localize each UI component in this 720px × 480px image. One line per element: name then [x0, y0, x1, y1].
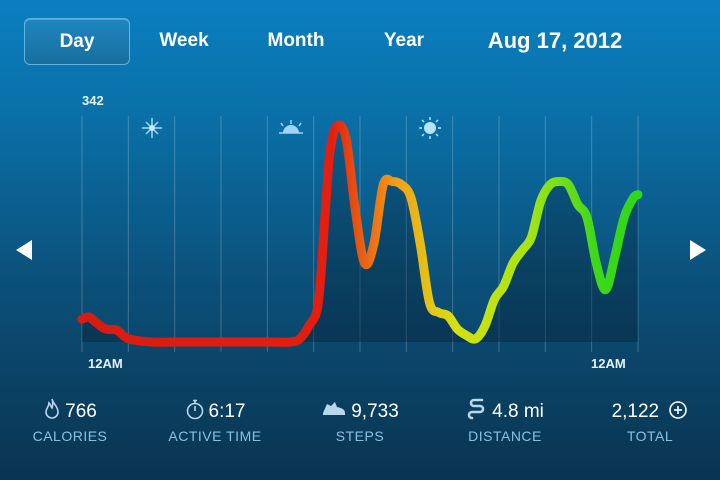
flame-icon: [45, 398, 59, 419]
sunrise-icon: [279, 120, 303, 134]
steps-stat[interactable]: 9,733 STEPS: [290, 398, 430, 444]
stopwatch-icon: [186, 399, 203, 420]
summary-stats: 766 CALORIES 6:17 ACTIVE TIME 9,733 STEP…: [0, 398, 720, 458]
moon-icon: [564, 121, 571, 135]
night-icon: [142, 118, 162, 138]
activity-series-line: [77, 120, 643, 347]
total-value: 2,122: [611, 401, 660, 422]
calories-stat[interactable]: 766 CALORIES: [0, 398, 140, 444]
steps-label: STEPS: [335, 428, 385, 444]
total-label: TOTAL: [626, 428, 674, 444]
distance-stat[interactable]: 4.8 mi DISTANCE: [435, 398, 575, 444]
active-time-label: ACTIVE TIME: [168, 428, 262, 444]
path-icon: [467, 398, 485, 420]
x-axis-start-label: 12AM: [88, 356, 123, 371]
total-stat[interactable]: 2,122 TOTAL: [580, 398, 720, 444]
tab-month[interactable]: Month: [267, 30, 325, 51]
chevron-left-icon: [16, 240, 32, 260]
tab-week[interactable]: Week: [159, 30, 209, 51]
x-axis-end-label: 12AM: [591, 356, 626, 371]
tab-day[interactable]: Day: [24, 18, 130, 65]
chart-peak-label: 342: [82, 93, 104, 108]
chart-area-fill: [82, 125, 638, 343]
distance-label: DISTANCE: [468, 428, 542, 444]
chevron-right-icon: [690, 240, 706, 260]
plus-circle-icon: [669, 401, 688, 419]
previous-day-button[interactable]: [10, 236, 40, 266]
next-day-button[interactable]: [684, 236, 714, 266]
active-time-stat[interactable]: 6:17 ACTIVE TIME: [145, 398, 285, 444]
shoe-icon: [323, 402, 346, 415]
calories-label: CALORIES: [32, 428, 108, 444]
distance-value: 4.8 mi: [492, 401, 544, 422]
steps-value: 9,733: [351, 401, 399, 422]
date-label: Aug 17, 2012: [487, 28, 623, 53]
tab-year[interactable]: Year: [383, 30, 425, 51]
sun-icon: [419, 117, 441, 139]
calories-value: 766: [65, 401, 97, 422]
active-time-value: 6:17: [208, 401, 246, 422]
period-tabs: Day Week Month Year: [24, 18, 696, 65]
